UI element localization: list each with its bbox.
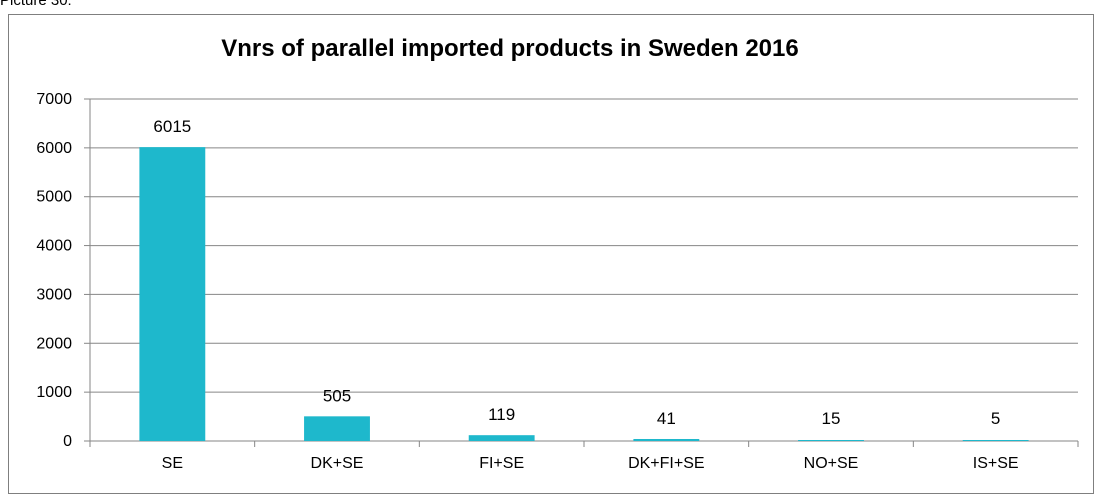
y-tick-label: 1000 [36,384,72,401]
data-label: 41 [657,409,676,428]
figure-caption: Picture 30: [0,0,72,9]
y-tick-label: 0 [63,433,72,450]
bar [468,435,535,441]
bar [962,440,1029,441]
x-tick-label: DK+FI+SE [628,455,704,472]
y-tick-label: 6000 [36,140,72,157]
x-tick-label: NO+SE [804,455,859,472]
y-tick-label: 5000 [36,189,72,206]
data-label: 6015 [153,117,191,136]
x-tick-label: SE [162,455,183,472]
data-label: 119 [488,405,515,424]
y-tick-label: 7000 [36,91,72,108]
y-tick-label: 4000 [36,238,72,255]
data-label: 15 [822,409,841,428]
y-tick-label: 3000 [36,286,72,303]
x-tick-label: DK+SE [311,455,364,472]
chart-title: Vnrs of parallel imported products in Sw… [221,35,798,62]
data-label: 5 [991,409,1000,428]
bar [633,438,700,441]
bar [304,416,370,441]
y-tick-label: 2000 [36,335,72,352]
x-tick-label: FI+SE [479,455,524,472]
data-label: 505 [323,386,351,405]
bar [139,147,206,442]
bar [798,440,864,441]
x-tick-label: IS+SE [973,455,1019,472]
